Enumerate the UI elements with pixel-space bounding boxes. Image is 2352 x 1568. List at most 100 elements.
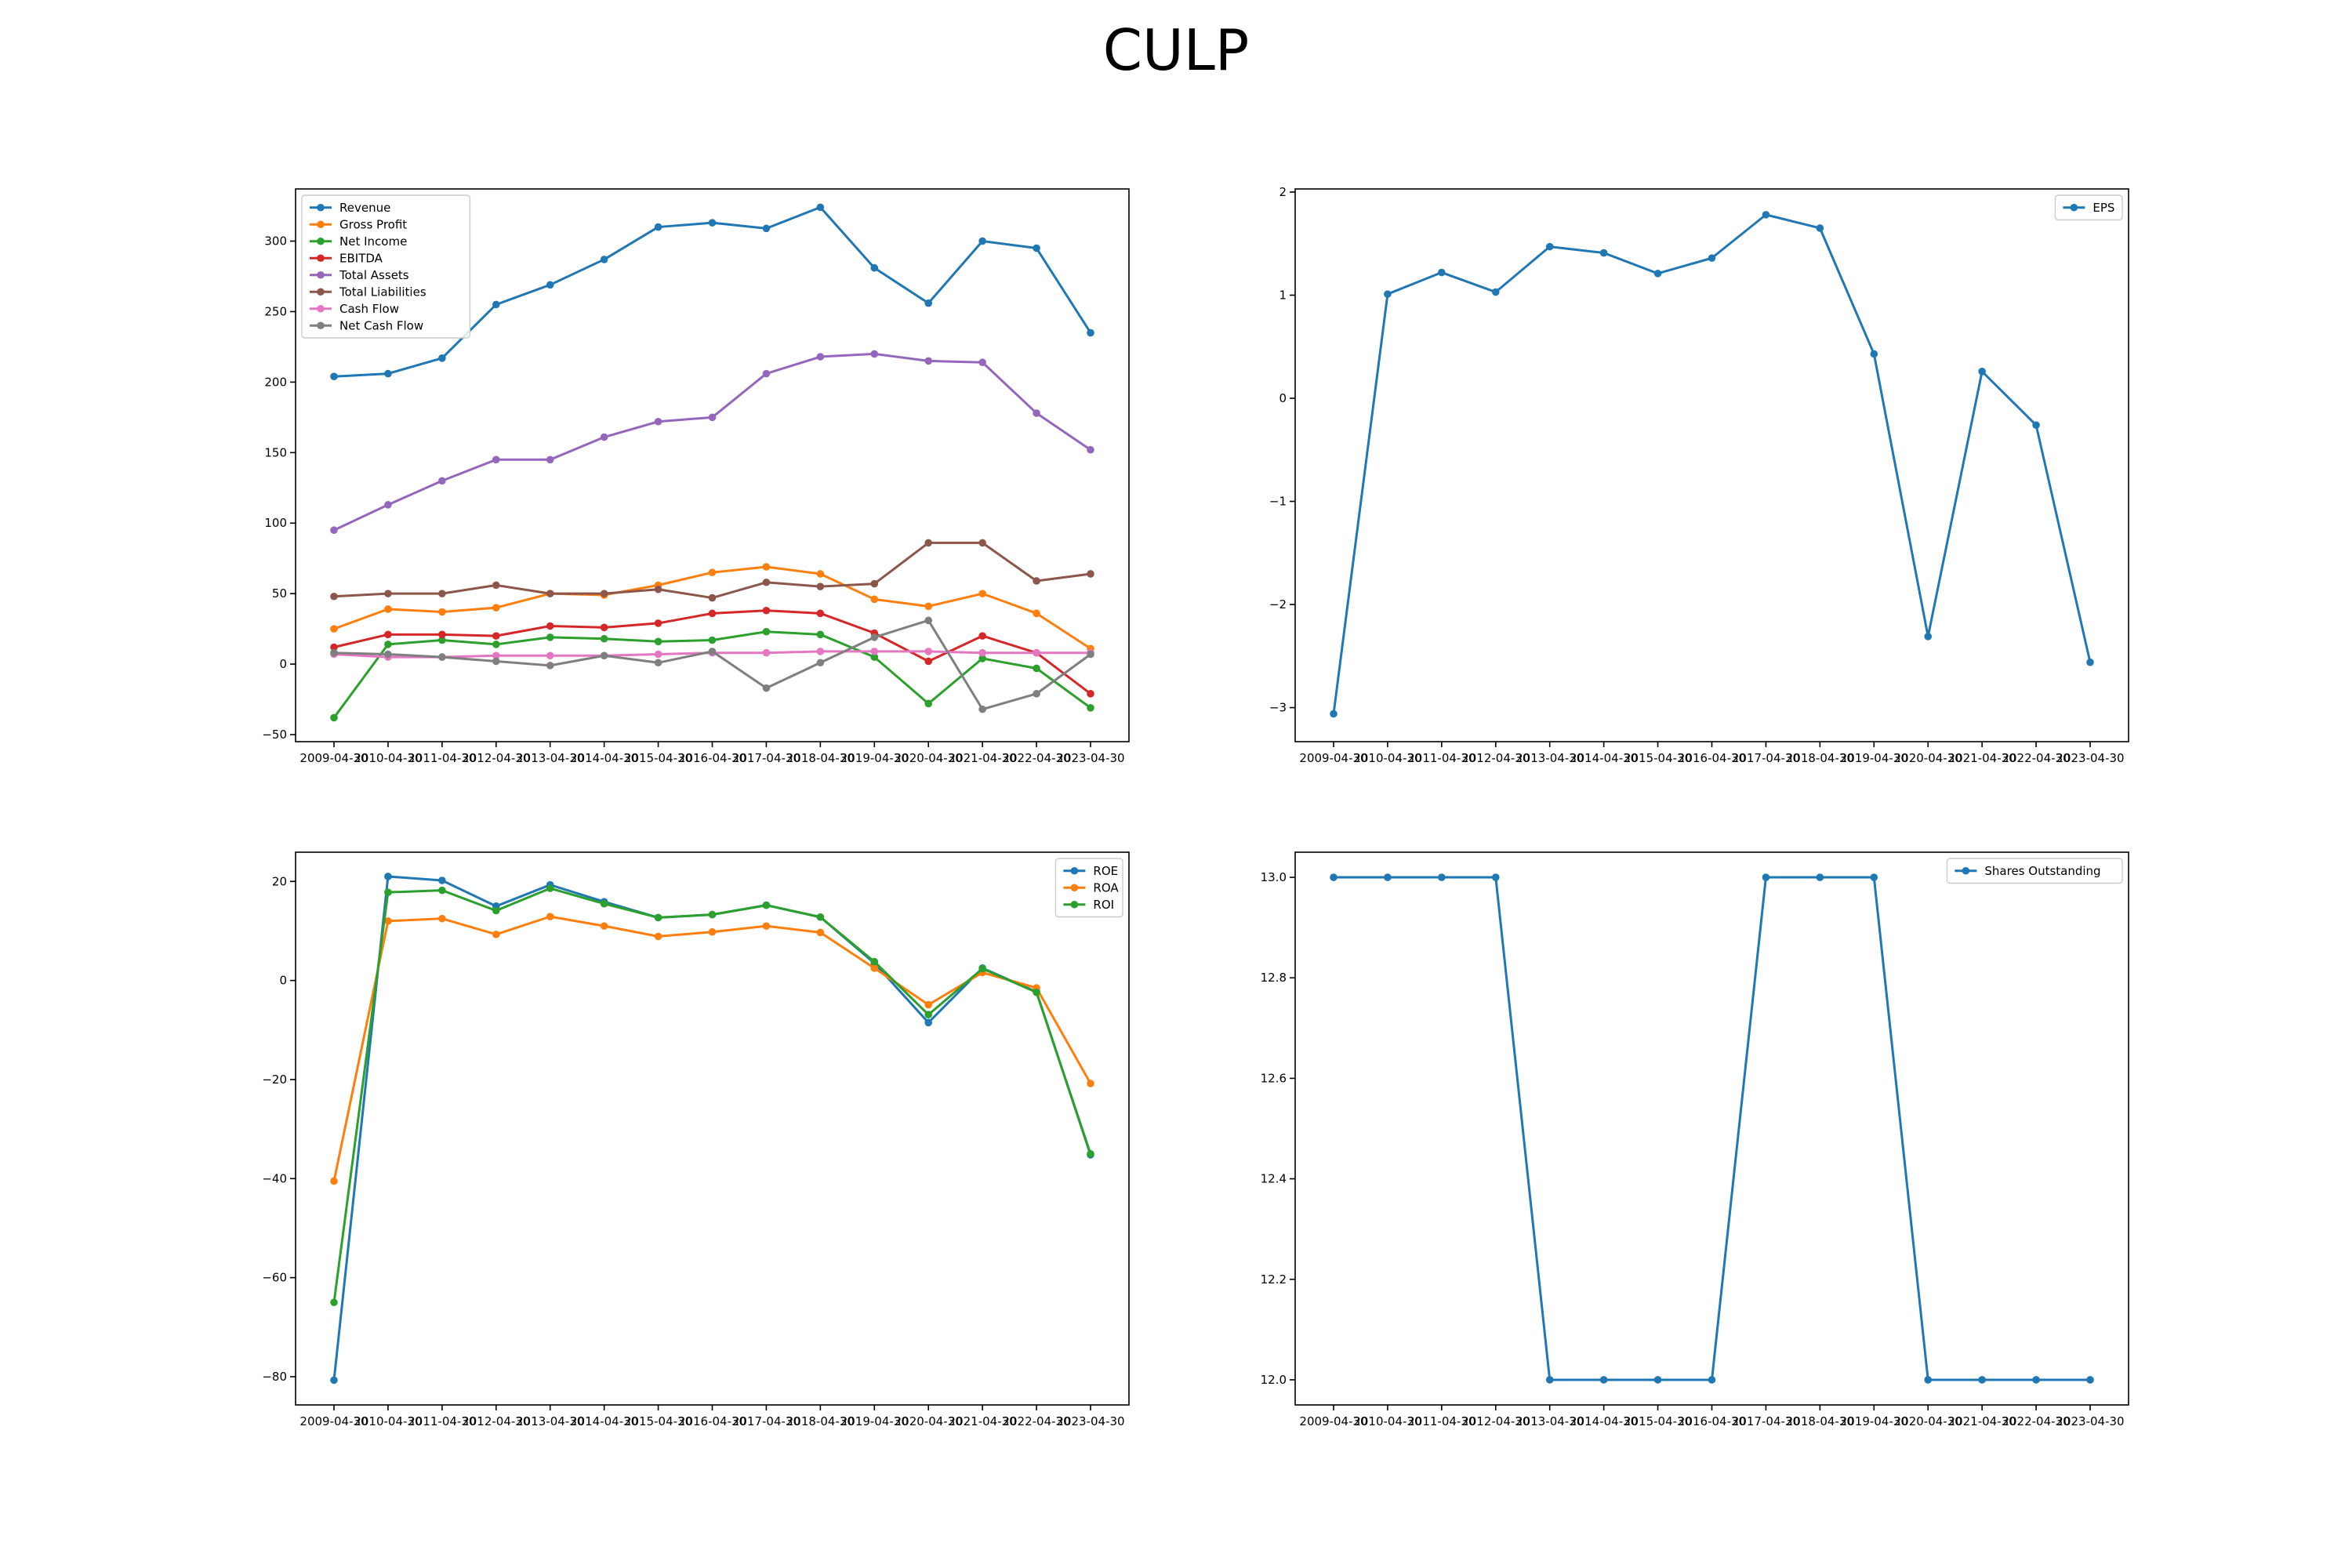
data-point xyxy=(1087,445,1094,454)
y-tick-label: 1 xyxy=(1279,288,1287,302)
legend-frame xyxy=(301,194,471,339)
data-point xyxy=(816,648,825,655)
legend-label: ROA xyxy=(1093,880,1119,895)
series-net-cash-flow xyxy=(330,616,1094,713)
legend-marker xyxy=(2070,203,2078,212)
data-point xyxy=(438,636,446,644)
data-point xyxy=(438,653,446,661)
data-point xyxy=(1087,690,1094,698)
legend-marker xyxy=(317,270,325,279)
data-point xyxy=(1330,710,1338,718)
legend-marker xyxy=(317,288,325,296)
data-point xyxy=(1087,650,1094,659)
x-tick-label: 2010-04-30 xyxy=(354,1414,422,1428)
data-point xyxy=(978,590,986,597)
data-point xyxy=(708,910,717,919)
data-point xyxy=(978,964,986,973)
data-point xyxy=(546,281,554,289)
x-tick-label: 2017-04-30 xyxy=(1732,1414,1800,1428)
data-point xyxy=(492,931,500,938)
y-tick-label: 100 xyxy=(264,516,287,530)
data-point xyxy=(1708,1376,1716,1384)
y-tick-label: 12.6 xyxy=(1261,1071,1287,1085)
data-point xyxy=(708,636,717,644)
data-point xyxy=(384,501,392,509)
data-point xyxy=(438,608,446,616)
data-point xyxy=(546,913,554,920)
data-point xyxy=(330,1298,338,1307)
data-point xyxy=(1330,873,1338,881)
data-point xyxy=(1653,1376,1662,1384)
data-point xyxy=(654,585,662,593)
legend-marker xyxy=(317,237,325,245)
data-point xyxy=(816,609,825,618)
data-point xyxy=(330,592,338,601)
x-tick-label: 2016-04-30 xyxy=(1678,1414,1746,1428)
data-point xyxy=(600,634,608,643)
x-tick-label: 2010-04-30 xyxy=(354,751,422,765)
data-point xyxy=(870,350,879,358)
x-tick-label: 2021-04-30 xyxy=(1948,1414,2016,1428)
x-tick-label: 2013-04-30 xyxy=(516,751,584,765)
data-point xyxy=(546,622,554,630)
data-point xyxy=(924,1011,933,1019)
legend-label: Cash Flow xyxy=(339,302,399,316)
x-tick-label: 2020-04-30 xyxy=(1894,751,1962,765)
data-point xyxy=(1491,288,1500,296)
data-point xyxy=(870,653,879,661)
data-point xyxy=(1545,242,1554,251)
y-tick-label: −1 xyxy=(1269,495,1287,509)
data-point xyxy=(654,637,662,646)
data-point xyxy=(816,928,825,937)
data-point xyxy=(870,579,879,588)
data-point xyxy=(1491,873,1500,881)
legend-marker xyxy=(317,254,325,263)
legend-label: Revenue xyxy=(339,201,390,215)
data-point xyxy=(762,606,771,615)
data-point xyxy=(1384,873,1392,881)
data-point xyxy=(492,641,500,648)
data-point xyxy=(2032,421,2040,430)
y-tick-label: −3 xyxy=(1269,701,1287,715)
data-point xyxy=(492,657,500,666)
data-point xyxy=(492,456,500,464)
x-tick-label: 2017-04-30 xyxy=(732,751,800,765)
y-tick-label: 13.0 xyxy=(1261,870,1287,884)
data-point xyxy=(870,595,879,604)
data-point xyxy=(2032,1376,2040,1384)
data-point xyxy=(816,630,825,639)
data-point xyxy=(384,917,392,925)
x-tick-label: 2018-04-30 xyxy=(786,751,855,765)
x-tick-label: 2011-04-30 xyxy=(408,1414,476,1428)
data-point xyxy=(1653,270,1662,278)
legend-label: ROI xyxy=(1093,898,1114,912)
data-point xyxy=(1438,873,1446,881)
legend-label: Total Assets xyxy=(339,268,409,282)
x-tick-label: 2014-04-30 xyxy=(1570,1414,1638,1428)
x-tick-label: 2019-04-30 xyxy=(1840,751,1908,765)
data-point xyxy=(2086,658,2094,666)
x-tick-label: 2019-04-30 xyxy=(1840,1414,1908,1428)
legend: Revenue Gross Profit Net Income EBITDA Total… xyxy=(301,194,471,339)
x-tick-label: 2020-04-30 xyxy=(895,1414,963,1428)
legend: ROE ROA ROI xyxy=(1054,858,1123,918)
x-tick-label: 2012-04-30 xyxy=(462,751,530,765)
data-point xyxy=(924,648,933,655)
data-point xyxy=(438,877,446,884)
data-point xyxy=(330,1177,338,1185)
data-point xyxy=(1816,224,1824,232)
data-point xyxy=(384,590,392,597)
data-point xyxy=(816,913,825,921)
data-point xyxy=(654,659,662,667)
x-tick-label: 2011-04-30 xyxy=(1407,751,1475,765)
x-tick-label: 2018-04-30 xyxy=(1786,1414,1854,1428)
data-point xyxy=(924,657,933,666)
x-tick-label: 2015-04-30 xyxy=(1624,751,1692,765)
data-point xyxy=(1033,664,1040,673)
data-point xyxy=(1087,570,1094,578)
data-point xyxy=(492,581,500,590)
data-point xyxy=(924,699,933,708)
data-point xyxy=(978,655,986,662)
data-point xyxy=(654,932,662,941)
